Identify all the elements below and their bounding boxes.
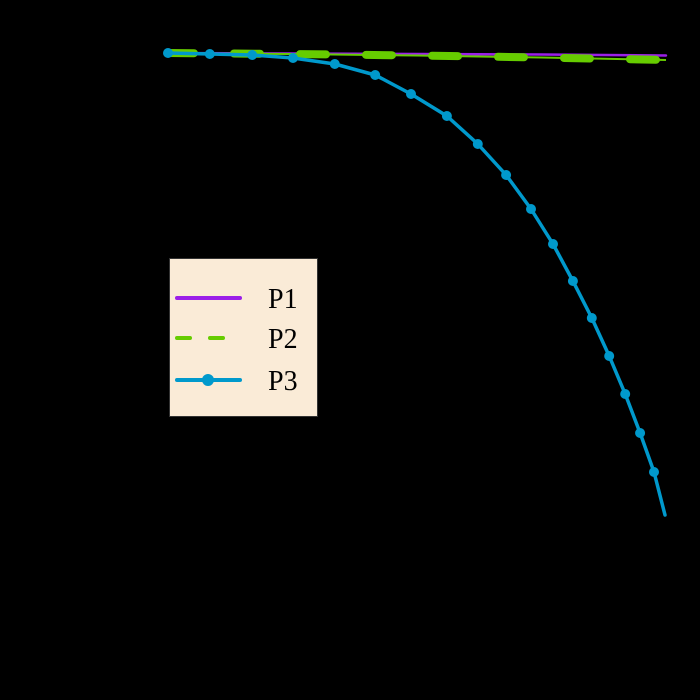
legend: P1 P2 P3 [169,258,318,417]
data-point-marker [586,313,597,323]
data-point-marker [247,50,258,60]
data-point-marker [441,111,452,121]
data-point-marker [501,170,512,180]
data-point-marker [620,389,631,399]
legend-box [169,258,318,417]
data-point-marker [329,59,340,69]
data-point-marker [567,276,578,286]
data-point-marker [288,53,298,63]
data-point-marker [472,139,483,149]
data-point-marker [604,351,615,361]
legend-entry-p1: P1 [175,284,298,315]
data-point-marker [163,48,173,58]
legend-entry-p2: P2 [175,324,298,355]
series-p3 [163,48,667,517]
legend-marker-p3 [202,374,214,386]
data-point-marker [406,89,416,99]
legend-label-p2: P2 [268,324,298,355]
data-point-marker [370,70,381,80]
legend-entry-p3: P3 [175,366,298,397]
data-point-marker [635,428,646,438]
data-point-marker [204,49,215,59]
data-point-marker [649,467,659,477]
series-layer [163,48,670,517]
data-point-marker [526,204,536,214]
data-point-marker [548,239,558,249]
legend-label-p1: P1 [268,284,298,315]
legend-label-p3: P3 [268,366,298,397]
